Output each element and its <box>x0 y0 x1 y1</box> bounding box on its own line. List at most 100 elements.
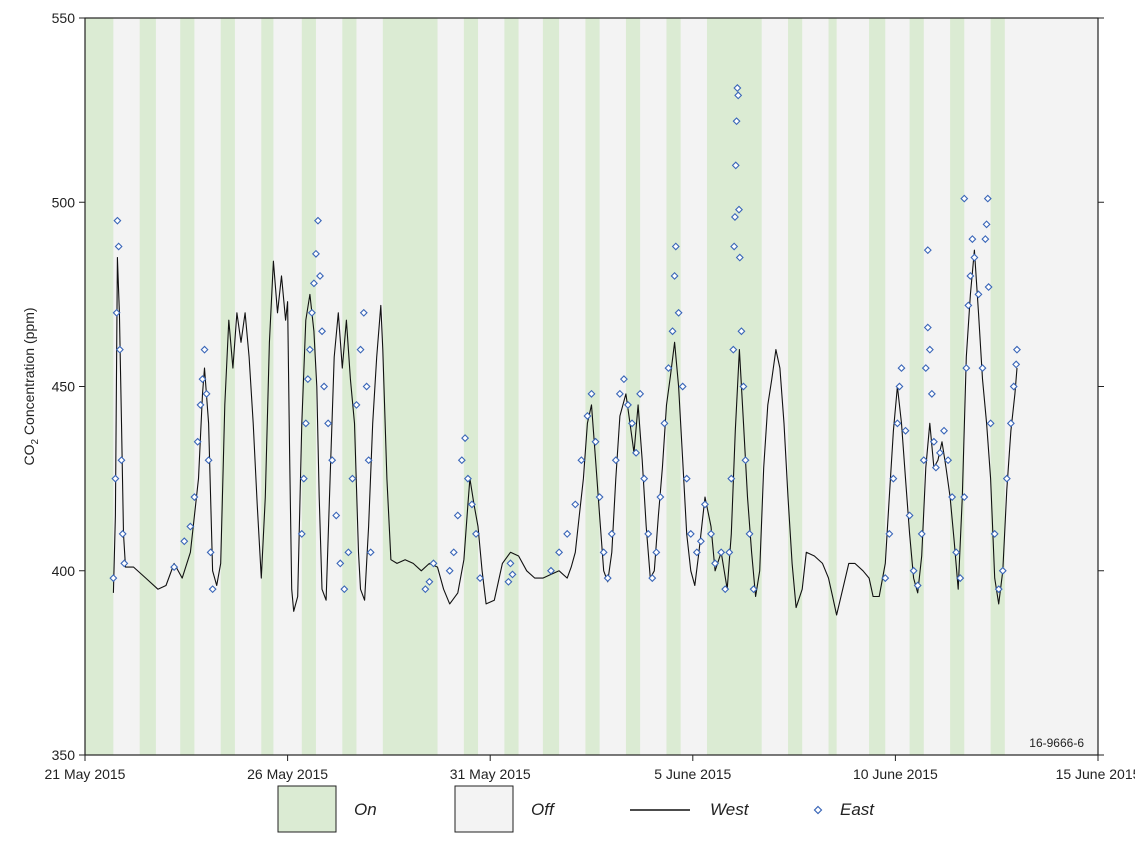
east-point <box>340 585 349 594</box>
on-band <box>463 18 479 755</box>
east-point <box>700 500 709 509</box>
east-point <box>652 548 661 557</box>
y-axis-label: CO2 Concentration (ppm) <box>21 307 41 465</box>
east-point <box>332 511 341 520</box>
on-band <box>950 18 965 755</box>
east-point <box>921 364 930 373</box>
east-point <box>305 345 314 354</box>
east-point <box>692 548 701 557</box>
east-point <box>927 389 936 398</box>
east-point <box>206 548 215 557</box>
east-point <box>506 559 515 568</box>
east-point <box>895 382 904 391</box>
east-point <box>318 327 327 336</box>
east-point <box>733 84 742 92</box>
east-point <box>711 559 720 568</box>
east-point <box>577 456 586 465</box>
on-band <box>542 18 560 755</box>
x-tick-label: 5 June 2015 <box>654 766 731 782</box>
east-point <box>956 574 965 583</box>
east-point <box>623 400 632 409</box>
east-point <box>730 242 739 251</box>
east-point <box>115 345 124 354</box>
east-point <box>731 161 740 170</box>
east-point <box>193 437 202 446</box>
east-point <box>648 574 657 583</box>
east-point <box>504 577 513 586</box>
east-point <box>931 463 940 472</box>
east-point <box>303 375 312 384</box>
east-point <box>1012 345 1021 354</box>
east-point <box>749 585 758 594</box>
east-point <box>994 585 1003 594</box>
east-point <box>599 548 608 557</box>
east-point <box>970 253 979 262</box>
legend-label-east: East <box>840 800 875 819</box>
legend-label-off: Off <box>531 800 556 819</box>
east-point <box>186 522 195 531</box>
east-point <box>978 364 987 373</box>
east-point <box>619 375 628 384</box>
east-point <box>356 345 365 354</box>
east-point <box>366 548 375 557</box>
on-band <box>180 18 195 755</box>
east-point <box>960 493 969 502</box>
east-point <box>555 548 564 557</box>
east-point <box>591 437 600 446</box>
x-tick-label: 10 June 2015 <box>853 766 938 782</box>
east-point <box>113 216 122 225</box>
east-point <box>745 529 754 538</box>
east-point <box>118 529 127 538</box>
east-point <box>508 570 517 579</box>
x-axis: 21 May 2015 26 May 2015 31 May 2015 5 June … <box>45 755 1135 782</box>
east-point <box>204 456 213 465</box>
east-point <box>671 242 680 251</box>
east-point <box>632 448 641 457</box>
east-point <box>320 382 329 391</box>
east-point <box>307 308 316 317</box>
east-point <box>735 253 744 262</box>
east-point <box>311 249 320 258</box>
on-band <box>85 18 114 755</box>
y-axis: 350 400 450 500 550 <box>52 10 1104 763</box>
east-point <box>607 529 616 538</box>
east-point <box>686 529 695 538</box>
east-point <box>571 500 580 509</box>
east-point <box>940 426 949 435</box>
on-band <box>625 18 641 755</box>
west-line <box>112 249 1018 616</box>
east-point <box>964 301 973 310</box>
on-band <box>666 18 681 755</box>
east-point <box>881 574 890 583</box>
on-band <box>220 18 235 755</box>
east-point <box>735 205 743 214</box>
east-point <box>299 474 308 483</box>
east-point <box>583 412 592 420</box>
east-point <box>359 308 368 317</box>
east-point <box>180 537 189 546</box>
east-point <box>913 581 922 590</box>
east-point <box>461 434 470 443</box>
x-tick-label: 26 May 2015 <box>247 766 328 782</box>
on-band <box>869 18 886 755</box>
east-point <box>917 529 926 538</box>
y-tick-label: 500 <box>52 194 76 210</box>
east-point <box>200 345 209 354</box>
x-tick-label: 21 May 2015 <box>45 766 126 782</box>
on-band <box>261 18 274 755</box>
east-point <box>109 574 118 583</box>
east-point <box>615 389 624 398</box>
east-point <box>348 474 357 483</box>
legend-swatch-on <box>277 785 337 833</box>
east-point <box>202 389 211 398</box>
on-band <box>706 18 762 755</box>
east-point <box>463 474 472 483</box>
y-tick-label: 550 <box>52 10 76 26</box>
on-off-bands <box>85 18 1098 755</box>
on-band <box>990 18 1005 755</box>
east-point <box>117 456 126 465</box>
y-tick-label: 450 <box>52 379 76 395</box>
east-point <box>729 345 738 354</box>
east-point <box>297 529 306 538</box>
